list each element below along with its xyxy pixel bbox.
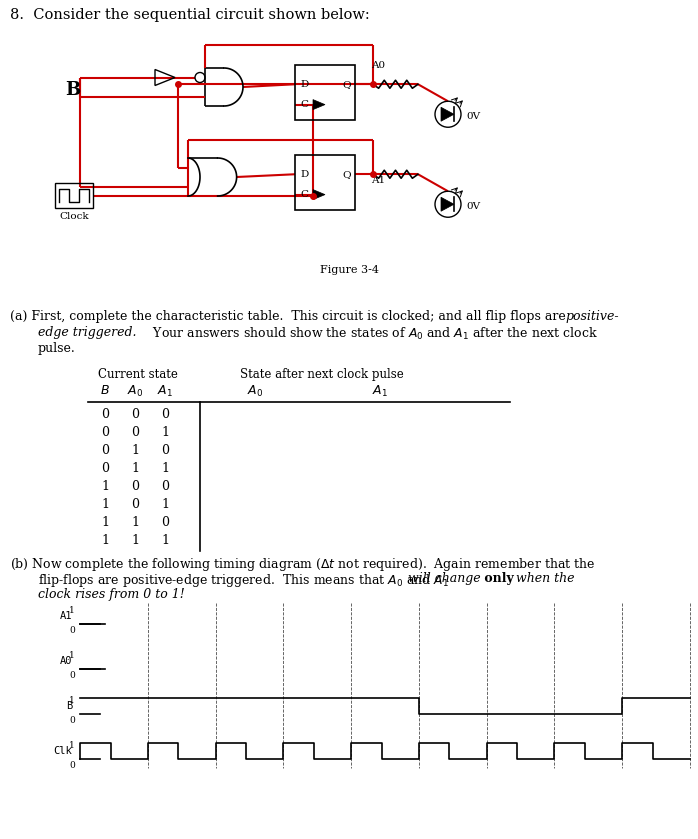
Text: 1: 1 (101, 498, 109, 512)
Text: $A_1$: $A_1$ (372, 384, 388, 399)
Text: B: B (65, 81, 80, 99)
Text: 0: 0 (161, 445, 169, 457)
Bar (295, 155, 355, 210)
Text: (a) First, complete the characteristic table.  This circuit is clocked; and all : (a) First, complete the characteristic t… (10, 310, 570, 323)
Text: 0: 0 (69, 716, 75, 725)
Text: 0: 0 (69, 761, 75, 770)
Polygon shape (313, 100, 325, 110)
Text: D: D (300, 169, 309, 179)
Text: Figure 3-4: Figure 3-4 (320, 265, 378, 275)
Text: 0: 0 (131, 498, 139, 512)
Text: 0: 0 (161, 481, 169, 493)
Text: B: B (66, 701, 72, 711)
Text: clock rises from 0 to 1!: clock rises from 0 to 1! (38, 588, 185, 601)
Bar (295, 65, 355, 120)
Text: Current state: Current state (98, 368, 178, 381)
Text: C: C (300, 100, 308, 109)
Text: Q: Q (343, 80, 351, 89)
Text: (b) Now complete the following timing diagram ($\Delta t$ not required).  Again : (b) Now complete the following timing di… (10, 556, 595, 573)
Text: $A_0$: $A_0$ (247, 384, 263, 399)
Text: 0: 0 (131, 409, 139, 421)
Text: A0: A0 (371, 61, 385, 70)
Text: 1: 1 (131, 445, 139, 457)
Text: 0: 0 (101, 462, 109, 476)
Text: 8.  Consider the sequential circuit shown below:: 8. Consider the sequential circuit shown… (10, 8, 370, 22)
Text: 0: 0 (161, 409, 169, 421)
Text: 0: 0 (161, 517, 169, 529)
Text: 1: 1 (69, 651, 75, 660)
Text: 1: 1 (69, 696, 75, 705)
Text: 0: 0 (101, 426, 109, 440)
Text: D: D (300, 80, 309, 89)
Text: 1: 1 (101, 534, 109, 548)
Text: 1: 1 (69, 606, 75, 615)
Text: 1: 1 (131, 534, 139, 548)
Text: 1: 1 (131, 517, 139, 529)
Text: 1: 1 (161, 498, 169, 512)
Text: 1: 1 (131, 462, 139, 476)
Text: 0: 0 (101, 445, 109, 457)
Text: 0: 0 (69, 671, 75, 680)
Text: 1: 1 (69, 741, 75, 750)
Text: 1: 1 (101, 517, 109, 529)
Text: $B$: $B$ (100, 384, 110, 397)
Text: $A_1$: $A_1$ (157, 384, 173, 399)
Text: 1: 1 (161, 534, 169, 548)
Text: $A_0$: $A_0$ (127, 384, 143, 399)
Text: A1: A1 (371, 176, 385, 185)
Text: Your answers should show the states of $A_0$ and $A_1$ after the next clock: Your answers should show the states of $… (145, 326, 598, 342)
Text: flip-flops are positive-edge triggered.  This means that $A_0$ and $A_1$: flip-flops are positive-edge triggered. … (38, 572, 450, 589)
Text: 0V: 0V (466, 201, 480, 211)
Text: Clock: Clock (59, 212, 89, 221)
Text: 0V: 0V (466, 112, 480, 121)
Text: pulse.: pulse. (38, 342, 76, 355)
Text: 0: 0 (131, 481, 139, 493)
Text: when the: when the (512, 572, 574, 585)
Polygon shape (313, 190, 325, 200)
Text: A1: A1 (59, 611, 72, 621)
Text: positive-: positive- (565, 310, 618, 323)
Text: 1: 1 (101, 481, 109, 493)
Text: Clk: Clk (53, 746, 72, 756)
Polygon shape (441, 107, 454, 122)
Text: 0: 0 (131, 426, 139, 440)
Text: 1: 1 (161, 462, 169, 476)
Polygon shape (441, 197, 454, 211)
Text: A0: A0 (59, 656, 72, 666)
Bar (55, 183, 93, 208)
Text: State after next clock pulse: State after next clock pulse (240, 368, 403, 381)
Text: Q: Q (343, 169, 351, 179)
Text: 0: 0 (69, 626, 75, 635)
Text: 0: 0 (101, 409, 109, 421)
Text: only: only (480, 572, 514, 585)
Text: 1: 1 (161, 426, 169, 440)
Text: will change: will change (408, 572, 481, 585)
Text: C: C (300, 190, 308, 199)
Text: edge triggered.: edge triggered. (38, 326, 137, 339)
